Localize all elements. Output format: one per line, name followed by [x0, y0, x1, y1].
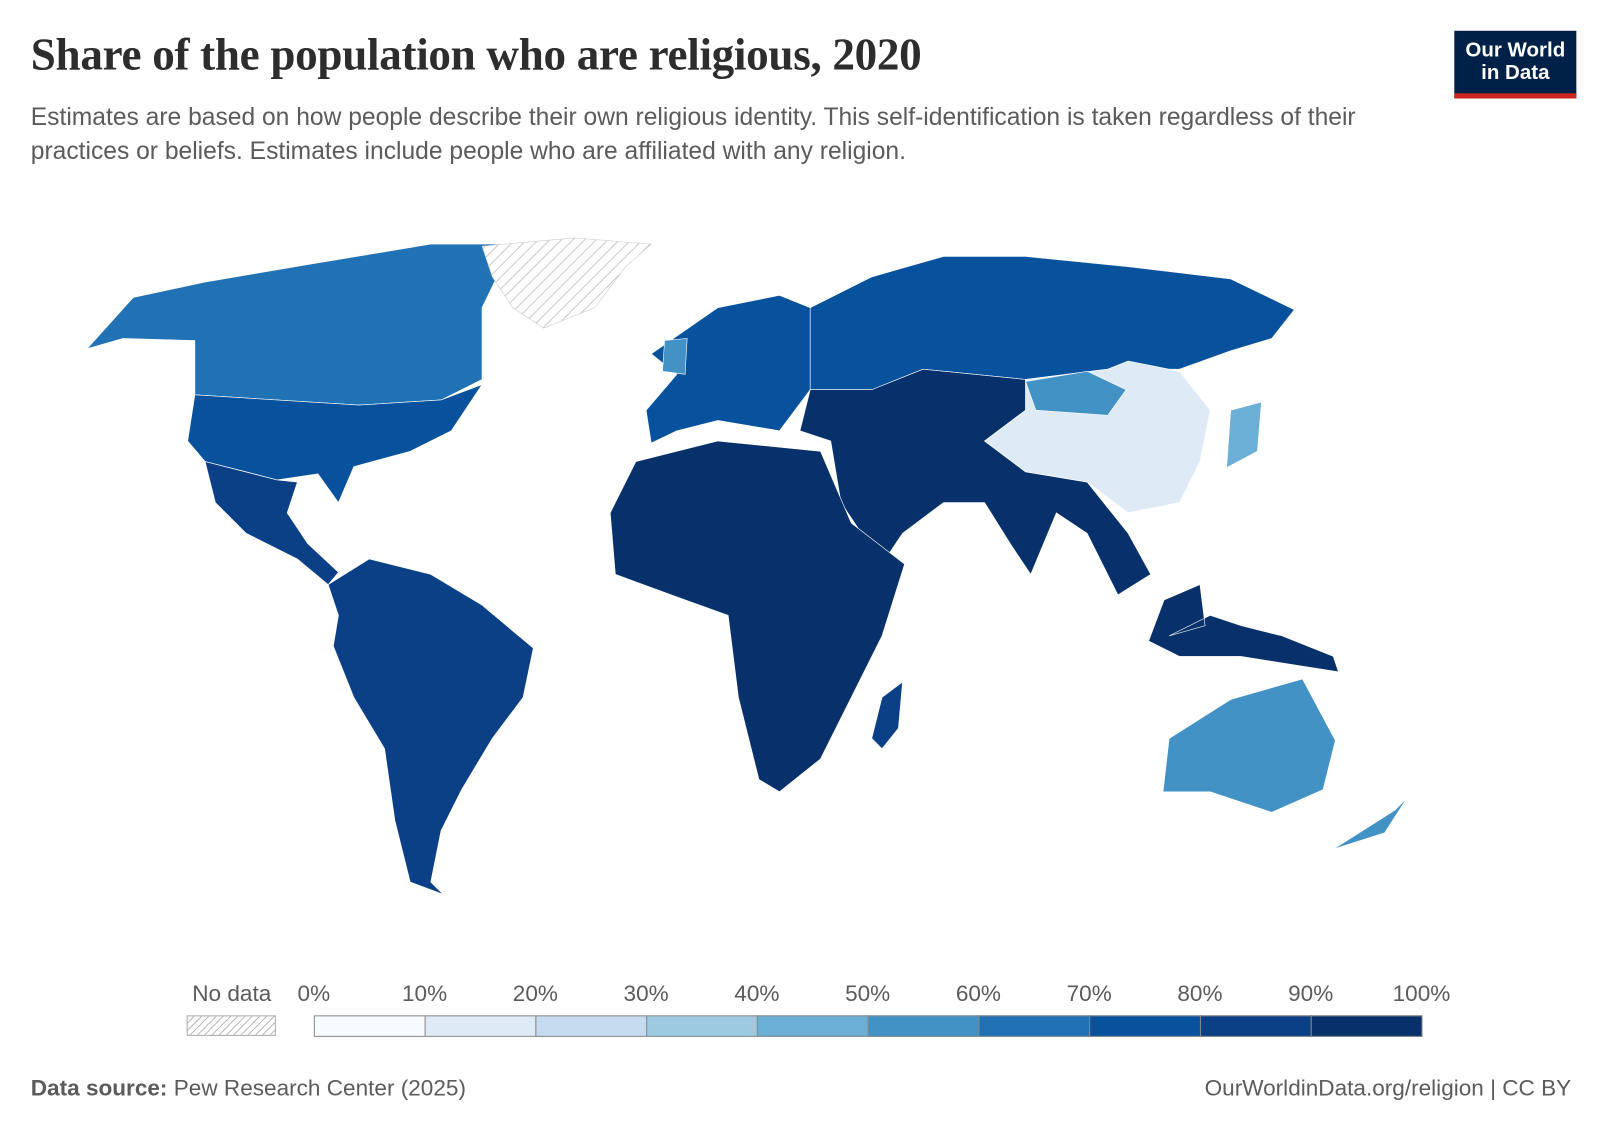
legend-no-data-swatch: [186, 1015, 276, 1036]
region-southeast-asia[interactable]: [1148, 584, 1339, 673]
legend-tick-label: 10%: [402, 980, 448, 1007]
source-text: Pew Research Center (2025): [173, 1074, 466, 1101]
legend-bin[interactable]: [646, 1015, 758, 1037]
source-label: Data source:: [30, 1074, 168, 1101]
region-russia[interactable]: [809, 256, 1295, 391]
legend-bin[interactable]: [1089, 1015, 1201, 1037]
legend-tick-label: 70%: [1066, 980, 1112, 1007]
region-canada-alaska[interactable]: [86, 243, 514, 406]
region-greenland[interactable]: [481, 237, 653, 329]
legend-no-data-label: No data: [192, 980, 272, 1007]
legend-tick-label: 0%: [297, 980, 331, 1007]
owid-logo[interactable]: Our World in Data: [1454, 30, 1577, 99]
legend-bin[interactable]: [756, 1015, 869, 1037]
legend-tick-label: 90%: [1288, 980, 1334, 1007]
region-new-zealand[interactable]: [1333, 797, 1408, 850]
legend-tick-label: 60%: [955, 980, 1002, 1007]
legend-tick-label: 50%: [845, 980, 891, 1007]
legend-tick-label: 80%: [1177, 980, 1223, 1007]
region-africa[interactable]: [609, 440, 905, 793]
region-australia[interactable]: [1162, 678, 1336, 813]
legend-tick-label: 100%: [1392, 980, 1451, 1007]
legend-bin[interactable]: [313, 1015, 426, 1037]
legend-tick-label: 20%: [512, 980, 558, 1007]
logo-text: Our World in Data: [1465, 38, 1566, 85]
data-source: Data source: Pew Research Center (2025): [31, 1075, 466, 1102]
legend-bin[interactable]: [1199, 1015, 1312, 1037]
legend-bin[interactable]: [1310, 1015, 1423, 1037]
region-south-america[interactable]: [327, 558, 534, 895]
world-map: [86, 237, 1408, 895]
region-madagascar[interactable]: [871, 681, 903, 750]
chart-title: Share of the population who are religiou…: [30, 29, 922, 80]
region-uk[interactable]: [662, 338, 688, 375]
legend-bin[interactable]: [978, 1015, 1091, 1037]
region-mexico-central-america[interactable]: [204, 461, 339, 586]
legend-tick-label: 40%: [734, 980, 780, 1007]
chart-subtitle: Estimates are based on how people descri…: [30, 103, 1356, 166]
legend-tick-label: 30%: [623, 980, 669, 1007]
region-europe[interactable]: [645, 295, 811, 444]
legend-bin[interactable]: [867, 1015, 980, 1037]
source-link[interactable]: OurWorldinData.org/religion | CC BY: [1204, 1074, 1572, 1101]
region-mongolia[interactable]: [1025, 370, 1127, 416]
region-japan[interactable]: [1226, 401, 1262, 469]
legend-bin[interactable]: [424, 1015, 537, 1037]
legend-bin[interactable]: [535, 1015, 648, 1037]
